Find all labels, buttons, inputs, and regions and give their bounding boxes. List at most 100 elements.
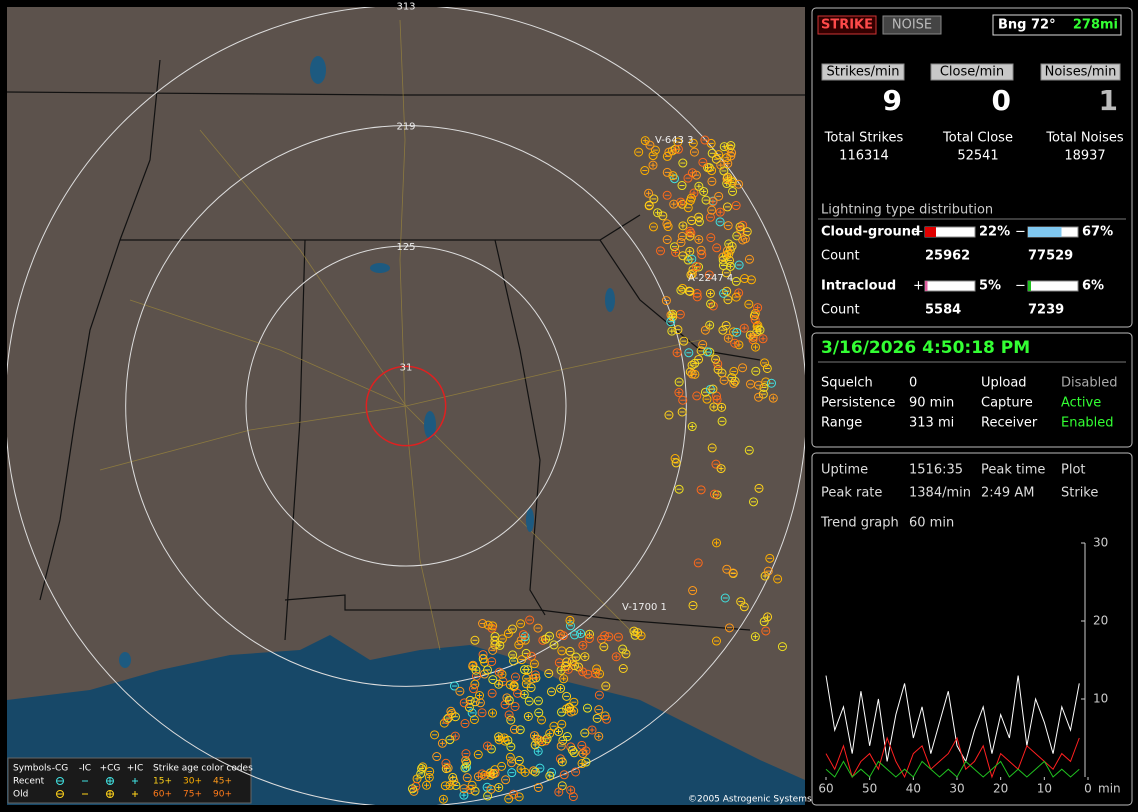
strike-symbol — [766, 378, 776, 388]
clock-panel: 3/16/2026 4:50:18 PM — [811, 332, 1133, 448]
strike-ring — [442, 715, 452, 725]
strike-symbol — [702, 347, 712, 357]
legend-symbols: Symbols — [13, 764, 52, 774]
strike-ring — [711, 459, 721, 469]
legend-symbol — [106, 790, 114, 798]
strike-ring — [662, 151, 672, 161]
strike-ring — [712, 243, 722, 253]
strike-symbol — [559, 674, 569, 684]
strike-symbol — [556, 741, 566, 751]
strike-ring — [670, 242, 680, 252]
plus-sign: + — [913, 279, 924, 294]
strike-symbol — [723, 172, 733, 182]
strike-ring — [751, 366, 761, 376]
strike-symbol — [742, 227, 752, 237]
strike-symbol — [720, 593, 730, 603]
strike-symbol — [562, 691, 572, 701]
strike-ring — [671, 458, 681, 468]
strike-symbol — [677, 181, 687, 191]
strike-ring — [508, 650, 518, 660]
strike-ring — [519, 689, 529, 699]
strike-ring — [529, 766, 539, 776]
strike-symbol — [566, 621, 576, 631]
strike-symbol — [514, 792, 524, 802]
strike-symbol — [621, 649, 631, 659]
stats-field: Uptime — [821, 463, 868, 478]
strike-symbol — [530, 740, 540, 750]
strike-ring — [516, 619, 526, 629]
strike-symbol — [729, 366, 739, 376]
strike-symbol — [734, 179, 744, 189]
strike-symbol — [470, 635, 480, 645]
strike-symbol — [558, 631, 568, 641]
noise-button[interactable] — [882, 15, 942, 35]
rate-value: 9 — [883, 84, 902, 117]
strike-symbol — [554, 787, 564, 797]
noise-button-label[interactable]: NOISE — [892, 18, 932, 33]
strike-symbol — [694, 234, 704, 244]
strike-symbol — [706, 299, 716, 309]
strike-ring — [740, 274, 750, 284]
strike-ring — [645, 140, 655, 150]
strike-ring — [467, 780, 477, 790]
strike-symbol — [460, 719, 470, 729]
strike-symbol — [713, 359, 723, 369]
strike-symbol — [708, 197, 718, 207]
strike-symbol — [684, 348, 694, 358]
strike-symbol — [560, 661, 570, 671]
legend-type: -IC — [79, 764, 91, 774]
strike-ring — [584, 634, 594, 644]
strike-ring — [578, 640, 588, 650]
strike-ring — [761, 626, 771, 636]
strike-ring — [557, 707, 567, 717]
strike-symbol — [494, 667, 504, 677]
strike-ring — [688, 600, 698, 610]
strike-ring — [590, 668, 600, 678]
strike-symbol — [696, 346, 706, 356]
strike-symbol — [687, 360, 697, 370]
clock-field: Active — [1061, 396, 1101, 411]
strike-ring — [673, 325, 683, 335]
strike-ring — [698, 340, 708, 350]
strike-ring — [562, 691, 572, 701]
strike-ring — [483, 665, 493, 675]
strike-button-label[interactable]: STRIKE — [821, 18, 873, 33]
strike-symbol — [448, 772, 458, 782]
strike-symbol — [679, 336, 689, 346]
strike-symbol — [532, 734, 542, 744]
strike-symbol — [566, 785, 576, 795]
strike-ring — [602, 714, 612, 724]
strike-ring — [754, 380, 764, 390]
stats-field: 60 min — [909, 516, 954, 531]
strike-ring — [708, 197, 718, 207]
strike-symbol — [712, 538, 722, 548]
strike-ring — [700, 325, 710, 335]
strike-ring — [562, 657, 572, 667]
strike-ring — [514, 756, 524, 766]
strike-ring — [497, 761, 507, 771]
strike-symbol — [763, 566, 773, 576]
strike-ring — [720, 593, 730, 603]
strike-symbol — [533, 783, 543, 793]
strike-symbol — [497, 761, 507, 771]
strike-symbol — [601, 681, 611, 691]
strike-symbol — [559, 770, 569, 780]
strike-ring — [701, 195, 711, 205]
strike-symbol — [446, 706, 456, 716]
strike-symbol — [711, 354, 721, 364]
strike-ring — [513, 688, 523, 698]
strike-symbol — [461, 749, 471, 759]
strike-symbol — [488, 645, 498, 655]
strike-symbol — [584, 634, 594, 644]
strike-ring — [565, 646, 575, 656]
strike-symbol — [716, 464, 726, 474]
strike-ring — [505, 680, 515, 690]
strike-button[interactable] — [817, 15, 877, 35]
strike-symbol — [523, 665, 533, 675]
legend-type: -CG — [52, 764, 69, 774]
strike-ring — [554, 787, 564, 797]
strike-symbol — [754, 483, 764, 493]
strike-symbol — [715, 217, 725, 227]
strike-symbol — [730, 338, 740, 348]
strike-ring — [571, 652, 581, 662]
